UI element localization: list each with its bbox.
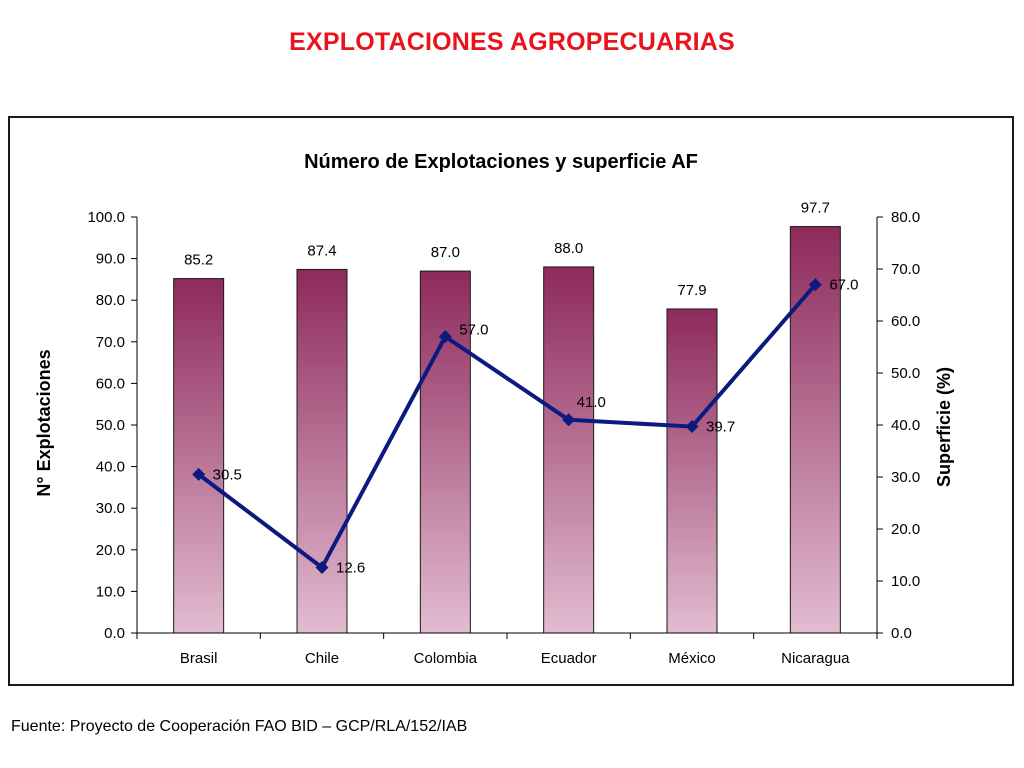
bar-data-label: 87.4 — [307, 242, 336, 259]
line-data-label: 67.0 — [829, 277, 858, 294]
bar-méxico — [666, 308, 718, 634]
y-tick-label: 50.0 — [96, 417, 125, 434]
line-data-label: 57.0 — [459, 322, 488, 339]
y-tick-label: 20.0 — [96, 542, 125, 559]
x-category-label: Ecuador — [541, 650, 597, 667]
x-category-label: Chile — [305, 650, 339, 667]
line-marker-diamond — [685, 420, 699, 434]
line-marker-diamond — [192, 467, 206, 481]
y-tick-label: 0.0 — [104, 625, 125, 642]
y2-tick-label: 0.0 — [891, 625, 912, 642]
x-category-label: Brasil — [180, 650, 218, 667]
bar-data-label: 87.0 — [431, 244, 460, 261]
bar-nicaragua — [789, 226, 841, 634]
y2-axis-title: Superficie (%) — [934, 367, 954, 487]
label-group: 85.2 87.4 87.0 88.0 77.9 97.7 30.5 12.6 57.0 41.0… — [184, 200, 858, 577]
y-tick-label: 90.0 — [96, 251, 125, 268]
line-marker-diamond — [808, 278, 822, 292]
bar-data-label: 77.9 — [677, 282, 706, 299]
source-note: Fuente: Proyecto de Cooperación FAO BID … — [11, 718, 468, 735]
y2-tick-label: 50.0 — [891, 365, 920, 382]
bar-ecuador — [543, 266, 595, 634]
y2-tick-label: 60.0 — [891, 313, 920, 330]
line-marker-diamond — [315, 560, 329, 574]
x-category-label: México — [668, 650, 716, 667]
y-axis-title: N° Explotaciones — [34, 349, 54, 496]
axes-group: 0.0 10.0 20.0 30.0 40.0 50.0 60.0 70.0 80.0 90.0 1… — [87, 209, 920, 667]
slide-title: EXPLOTACIONES AGROPECUARIAS — [289, 28, 735, 56]
line-data-label: 30.5 — [213, 466, 242, 483]
line-marker-diamond — [562, 413, 576, 427]
y2-tick-label: 80.0 — [891, 209, 920, 226]
y2-tick-label: 10.0 — [891, 573, 920, 590]
y-tick-label: 30.0 — [96, 500, 125, 517]
y-tick-label: 80.0 — [96, 292, 125, 309]
bar-group — [173, 226, 841, 634]
y-tick-label: 70.0 — [96, 334, 125, 351]
bar-data-label: 85.2 — [184, 252, 213, 269]
x-category-label: Colombia — [414, 650, 478, 667]
y-tick-label: 40.0 — [96, 459, 125, 476]
bar-data-label: 88.0 — [554, 240, 583, 257]
y2-tick-label: 30.0 — [891, 469, 920, 486]
line-data-label: 12.6 — [336, 559, 365, 576]
y2-tick-label: 70.0 — [891, 261, 920, 278]
line-data-label: 39.7 — [706, 419, 735, 436]
y-tick-label: 100.0 — [87, 209, 125, 226]
y-tick-label: 10.0 — [96, 583, 125, 600]
y-tick-label: 60.0 — [96, 375, 125, 392]
line-marker-diamond — [438, 330, 452, 344]
y2-tick-label: 40.0 — [891, 417, 920, 434]
x-category-label: Nicaragua — [781, 650, 850, 667]
bar-brasil — [173, 278, 225, 634]
bar-data-label: 97.7 — [801, 200, 830, 217]
y2-tick-label: 20.0 — [891, 521, 920, 538]
chart-svg: Número de Explotaciones y superficie AF … — [34, 151, 954, 667]
chart-frame: Número de Explotaciones y superficie AF … — [8, 116, 1014, 686]
superficie-line — [197, 283, 817, 570]
chart-title: Número de Explotaciones y superficie AF — [304, 151, 698, 173]
bar-chile — [296, 268, 348, 634]
line-group — [192, 278, 822, 574]
line-data-label: 41.0 — [577, 394, 606, 411]
